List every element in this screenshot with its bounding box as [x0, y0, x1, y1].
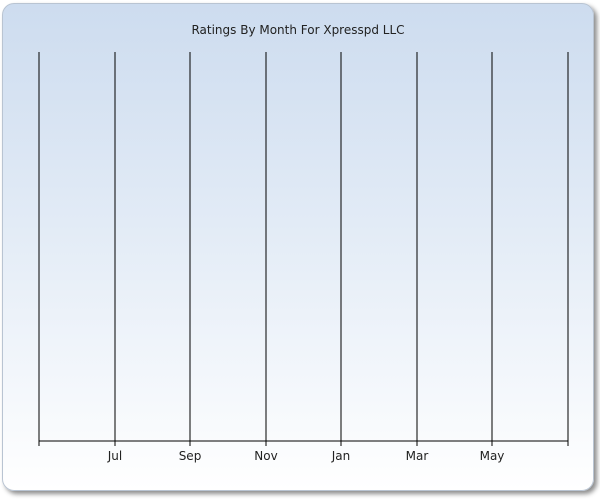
chart-svg: Ratings By Month For Xpresspd LLC Jul Sep… [38, 23, 569, 463]
x-tick-label: Sep [179, 449, 202, 463]
x-tick-label: Mar [406, 449, 429, 463]
chart-title: Ratings By Month For Xpresspd LLC [191, 23, 404, 37]
x-tick-label: Jan [331, 449, 351, 463]
x-tick-label: May [480, 449, 505, 463]
x-tick-label: Nov [254, 449, 277, 463]
plot-area: Jul Sep Nov Jan Mar May [38, 52, 569, 463]
x-tick-label: Jul [107, 449, 122, 463]
chart-frame: Ratings By Month For Xpresspd LLC Jul Sep… [2, 3, 594, 491]
